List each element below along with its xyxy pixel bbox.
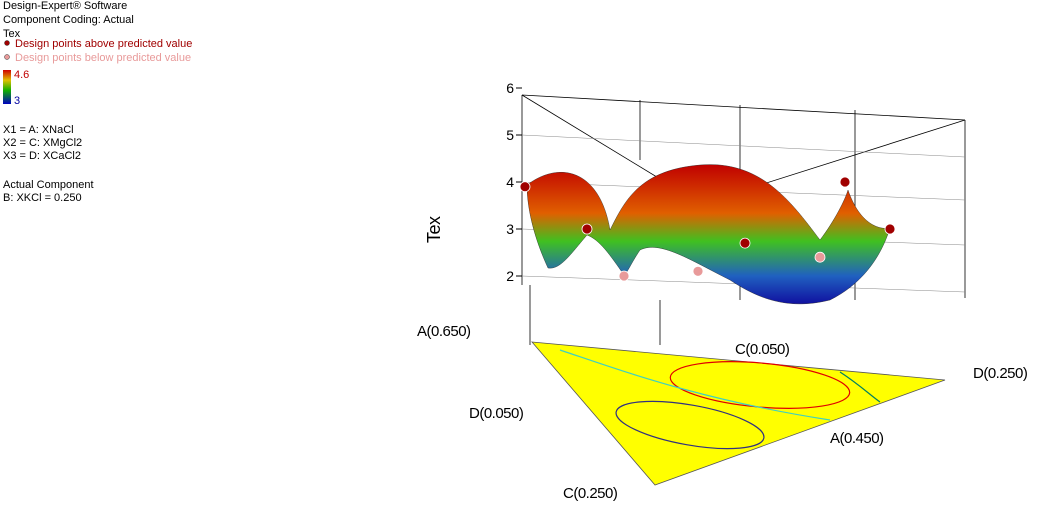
- legend-marker: [4, 54, 10, 60]
- legend-label: Design points below predicted value: [15, 52, 191, 64]
- axis-label: C(0.250): [563, 485, 618, 502]
- software: Design-Expert® Software: [3, 0, 127, 12]
- axis-label: D(0.050): [469, 405, 524, 422]
- surface: [526, 164, 891, 305]
- z-tick-label: 4: [506, 174, 514, 190]
- z-axis-label: Tex: [424, 216, 444, 243]
- z-tick-label: 2: [506, 268, 514, 284]
- response: Tex: [3, 28, 21, 40]
- contours: [559, 349, 881, 450]
- actual-component: B: XKCl = 0.250: [3, 192, 82, 204]
- design-point: [739, 237, 751, 249]
- axis-label: A(0.650): [417, 323, 471, 340]
- design-point: [519, 181, 531, 193]
- legend-label: Design points above predicted value: [15, 38, 192, 50]
- z-tick-label: 5: [506, 127, 514, 143]
- z-tick-label: 3: [506, 221, 514, 237]
- z-tick-label: 6: [506, 80, 514, 96]
- axis-label: C(0.050): [735, 341, 790, 358]
- factor: X2 = C: XMgCl2: [3, 137, 82, 149]
- coding: Component Coding: Actual: [3, 14, 134, 26]
- design-point: [618, 270, 630, 282]
- colorbar-max: 4.6: [14, 69, 29, 81]
- factor: X1 = A: XNaCl: [3, 124, 74, 136]
- axis-label: D(0.250): [973, 365, 1028, 382]
- axis-label: A(0.450): [830, 430, 884, 447]
- design-point: [839, 176, 851, 188]
- base-triangle: [531, 341, 946, 486]
- design-point: [581, 223, 593, 235]
- actual-component-title: Actual Component: [3, 179, 94, 191]
- legend-marker: [4, 40, 10, 46]
- colorbar: [3, 70, 11, 104]
- factor: X3 = D: XCaCl2: [3, 150, 81, 162]
- design-point: [692, 265, 704, 277]
- design-point: [884, 223, 896, 235]
- design-point: [814, 251, 826, 263]
- colorbar-min: 3: [14, 95, 20, 107]
